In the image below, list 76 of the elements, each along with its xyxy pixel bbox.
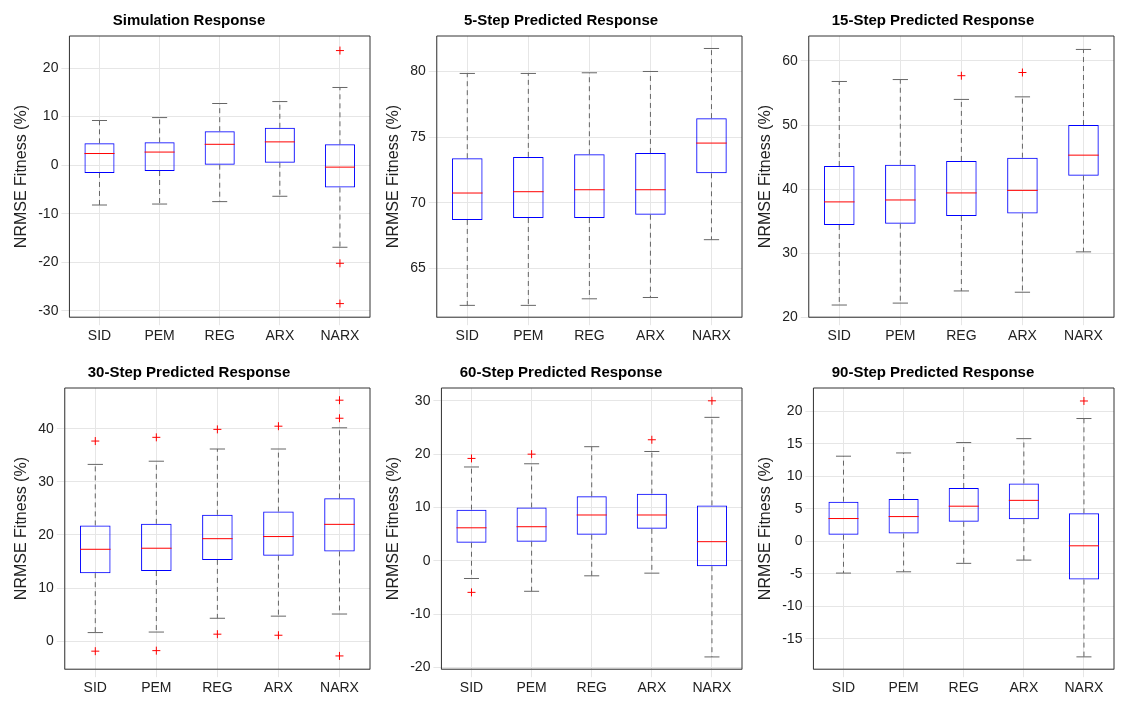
y-tick-label: 15: [786, 434, 803, 451]
x-tick-label: NARX: [320, 679, 360, 696]
y-tick-label: 30: [38, 472, 54, 489]
y-axis-title: NRMSE Fitness (%): [12, 105, 30, 249]
chart-title: 15-Step Predicted Response: [831, 11, 1035, 29]
chart-title: 90-Step Predicted Response: [831, 363, 1035, 381]
x-tick-label: ARX: [1008, 327, 1038, 344]
y-tick-label: -20: [38, 253, 59, 270]
x-tick-label: SID: [83, 679, 107, 696]
x-tick-label: NARX: [320, 327, 361, 344]
y-tick-label: 10: [414, 498, 431, 515]
y-tick-label: 60: [782, 51, 798, 68]
x-tick-label: SID: [827, 327, 851, 344]
x-tick-label: ARX: [265, 327, 295, 344]
y-tick-label: 0: [422, 551, 431, 568]
y-tick-label: 10: [42, 107, 59, 124]
chart-title: 60-Step Predicted Response: [459, 363, 663, 381]
y-tick-label: 70: [410, 193, 426, 210]
y-tick-label: -10: [38, 204, 59, 221]
x-tick-label: SID: [455, 327, 479, 344]
x-tick-label: SID: [459, 679, 484, 696]
x-tick-label: ARX: [1009, 679, 1039, 696]
x-tick-label: SID: [831, 679, 856, 696]
y-tick-label: -20: [410, 658, 431, 675]
y-tick-label: 40: [782, 179, 798, 196]
y-tick-label: -10: [410, 605, 431, 622]
x-tick-label: PEM: [144, 327, 175, 344]
y-tick-label: -5: [789, 564, 803, 581]
y-tick-label: 10: [38, 578, 54, 595]
x-tick-label: SID: [87, 327, 112, 344]
y-tick-label: 20: [414, 445, 431, 462]
x-tick-label: REG: [204, 327, 235, 344]
x-tick-label: PEM: [885, 327, 916, 344]
y-axis-title: NRMSE Fitness (%): [756, 457, 774, 601]
chart-title: Simulation Response: [112, 11, 266, 29]
y-tick-label: 0: [794, 532, 803, 549]
y-tick-label: 50: [782, 115, 798, 132]
y-tick-label: 5: [794, 499, 803, 516]
y-tick-label: -30: [38, 301, 59, 318]
x-tick-label: NARX: [1064, 679, 1105, 696]
x-tick-label: REG: [948, 679, 979, 696]
x-tick-label: REG: [574, 327, 605, 344]
chart-title: 30-Step Predicted Response: [87, 363, 291, 381]
x-tick-label: ARX: [636, 327, 666, 344]
y-tick-label: 0: [45, 631, 54, 648]
y-tick-label: 80: [410, 62, 426, 79]
x-tick-label: NARX: [692, 327, 732, 344]
y-tick-label: -10: [782, 597, 803, 614]
y-tick-label: 20: [786, 402, 803, 419]
x-tick-label: REG: [202, 679, 233, 696]
x-tick-label: REG: [946, 327, 977, 344]
y-axis-title: NRMSE Fitness (%): [384, 105, 402, 249]
y-tick-label: 40: [38, 419, 54, 436]
x-tick-label: ARX: [264, 679, 294, 696]
y-tick-label: 65: [410, 259, 426, 276]
y-axis-title: NRMSE Fitness (%): [384, 457, 402, 601]
x-tick-label: PEM: [888, 679, 919, 696]
y-tick-label: 75: [410, 128, 426, 145]
y-tick-label: 20: [42, 58, 59, 75]
chart-title: 5-Step Predicted Response: [463, 11, 659, 29]
y-tick-label: 20: [38, 525, 54, 542]
y-tick-label: 20: [782, 308, 798, 325]
x-tick-label: PEM: [141, 679, 172, 696]
x-tick-label: ARX: [637, 679, 667, 696]
x-tick-label: PEM: [513, 327, 544, 344]
y-tick-label: 30: [414, 391, 431, 408]
y-tick-label: 30: [782, 244, 798, 260]
x-tick-label: REG: [576, 679, 607, 696]
y-tick-label: 0: [50, 156, 59, 173]
x-tick-label: NARX: [1064, 327, 1104, 344]
y-axis-title: NRMSE Fitness (%): [756, 105, 774, 249]
y-axis-title: NRMSE Fitness (%): [12, 457, 30, 601]
x-tick-label: PEM: [516, 679, 547, 696]
x-tick-label: NARX: [692, 679, 733, 696]
y-tick-label: 10: [786, 467, 803, 484]
y-tick-label: -15: [782, 629, 803, 646]
